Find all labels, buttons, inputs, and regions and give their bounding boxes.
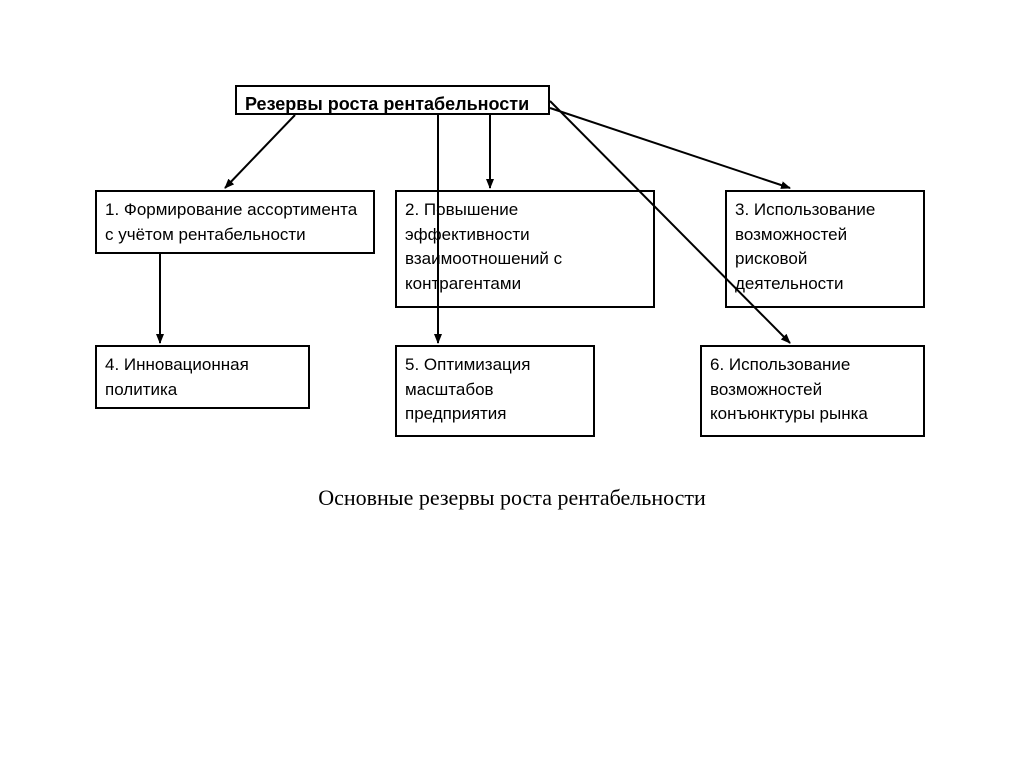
node-2: 2. Повышение эффективности взаимоотношен… xyxy=(395,190,655,308)
node-5: 5. Оптимизация масштабов предприятия xyxy=(395,345,595,437)
node-3: 3. Использование возможностей рисковой д… xyxy=(725,190,925,308)
node-4: 4. Инновационная политика xyxy=(95,345,310,409)
root-node: Резервы роста рентабельности xyxy=(235,85,550,115)
diagram-canvas: Резервы роста рентабельности 1. Формиров… xyxy=(0,0,1024,768)
node-6: 6. Использование возможностей конъюнктур… xyxy=(700,345,925,437)
diagram-caption: Основные резервы роста рентабельности xyxy=(0,485,1024,511)
node-1: 1. Формирование ассортимента с учётом ре… xyxy=(95,190,375,254)
